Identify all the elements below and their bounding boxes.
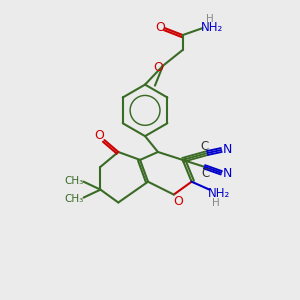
Text: O: O xyxy=(153,61,163,74)
Text: O: O xyxy=(155,21,165,34)
Text: H: H xyxy=(206,14,213,24)
Text: N: N xyxy=(223,142,232,155)
Text: N: N xyxy=(223,167,232,180)
Text: O: O xyxy=(173,195,183,208)
Text: NH₂: NH₂ xyxy=(208,187,230,200)
Text: NH₂: NH₂ xyxy=(201,21,224,34)
Text: O: O xyxy=(94,129,104,142)
Text: CH₃: CH₃ xyxy=(64,176,83,186)
Text: C: C xyxy=(201,167,210,180)
Text: H: H xyxy=(212,197,219,208)
Text: C: C xyxy=(200,140,208,152)
Text: CH₃: CH₃ xyxy=(64,194,83,203)
